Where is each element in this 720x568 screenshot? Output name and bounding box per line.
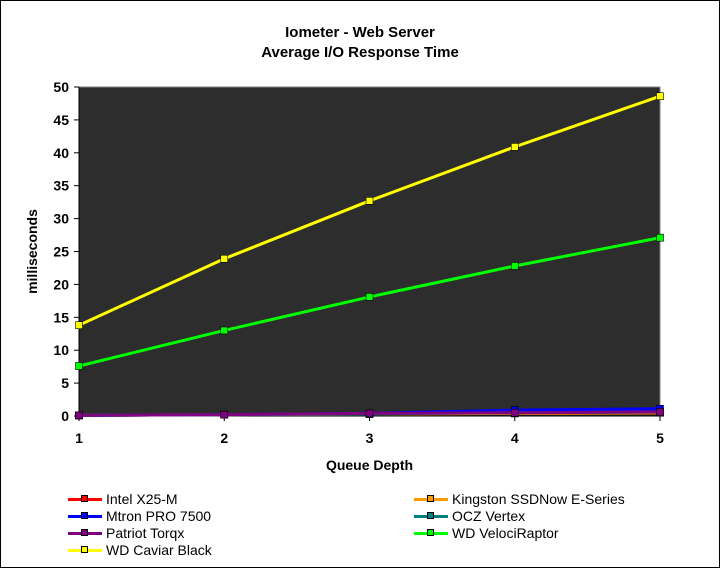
legend-swatch	[68, 543, 102, 557]
x-tick-label: 4	[511, 430, 519, 446]
data-point	[656, 233, 664, 242]
series-wd-caviar-black	[75, 92, 664, 329]
data-point	[75, 362, 83, 370]
data-point	[220, 254, 229, 263]
legend-marker	[81, 545, 88, 553]
data-point	[365, 293, 374, 301]
y-axis-label: milliseconds	[24, 209, 40, 294]
legend-swatch	[414, 492, 448, 506]
legend-label: Kingston SSDNow E-Series	[452, 490, 625, 507]
y-tick-label: 30	[53, 211, 69, 227]
y-tick-label: 35	[53, 178, 69, 194]
x-tick-label: 5	[656, 430, 664, 446]
data-point	[510, 262, 519, 270]
y-tick-label: 40	[53, 145, 69, 161]
legend-label: Mtron PRO 7500	[106, 507, 212, 524]
legend-swatch	[68, 509, 102, 523]
x-axis-label: Queue Depth	[326, 457, 413, 473]
y-tick-label: 45	[53, 112, 69, 128]
legend-label: WD Caviar Black	[106, 541, 212, 558]
legend-label: Intel X25-M	[106, 490, 178, 507]
legend-marker	[427, 494, 434, 502]
chart-subtitle: Average I/O Response Time	[261, 44, 459, 61]
y-tick-label: 10	[53, 342, 69, 358]
y-tick-label: 20	[53, 276, 69, 292]
legend-swatch	[68, 492, 102, 506]
legend-item: WD VelociRaptor	[414, 524, 559, 541]
legend-swatch	[68, 526, 102, 540]
y-tick-label: 15	[53, 309, 69, 325]
data-point	[365, 409, 374, 418]
legend-item: Kingston SSDNow E-Series	[414, 490, 625, 507]
y-tick-label: 5	[61, 375, 69, 391]
legend-item: Patriot Torqx	[68, 524, 184, 541]
series-group	[75, 92, 664, 420]
legend-swatch	[414, 526, 448, 540]
chart-title: Iometer - Web Server	[285, 24, 435, 41]
x-tick-label: 2	[220, 430, 228, 446]
legend-label: Patriot Torqx	[106, 524, 185, 541]
y-tick-label: 25	[53, 244, 69, 260]
x-tick-label: 1	[75, 430, 83, 446]
legend-item: WD Caviar Black	[68, 541, 212, 558]
x-tick-label: 3	[366, 430, 374, 446]
legend-marker	[427, 528, 434, 536]
data-point	[220, 410, 229, 419]
data-point	[656, 408, 664, 416]
legend-marker	[81, 528, 88, 536]
legend-marker	[427, 511, 434, 519]
series-patriot-torqx	[75, 408, 664, 420]
y-tick-label: 0	[61, 408, 69, 424]
data-point	[75, 411, 83, 420]
legend-label: WD VelociRaptor	[452, 524, 559, 541]
plot-area	[78, 86, 661, 417]
legend-marker	[81, 511, 88, 519]
series-wd-velociraptor	[75, 233, 664, 370]
data-point	[75, 321, 83, 329]
legend-item: Mtron PRO 7500	[68, 507, 211, 524]
y-tick-label: 50	[53, 79, 69, 95]
data-point	[510, 143, 519, 151]
data-point	[510, 408, 519, 417]
data-point	[656, 92, 664, 101]
legend-item: Intel X25-M	[68, 490, 178, 507]
data-point	[220, 326, 229, 335]
data-point	[365, 197, 374, 205]
legend-item: OCZ Vertex	[414, 507, 525, 524]
legend-label: OCZ Vertex	[452, 507, 526, 524]
legend-marker	[81, 494, 88, 502]
legend-swatch	[414, 509, 448, 523]
